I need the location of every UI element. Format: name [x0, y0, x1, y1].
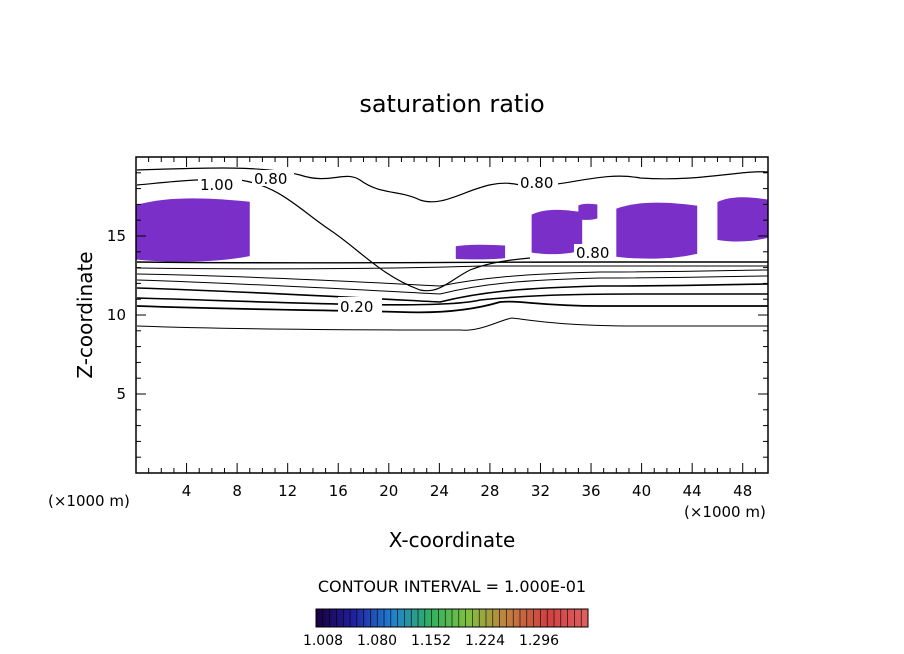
colorbar-label: 1.296 [519, 633, 559, 649]
contour-line-band-1 [136, 261, 768, 264]
contour-line-band-4 [136, 275, 769, 295]
colorbar-label: 1.224 [465, 633, 505, 649]
z-unit-label: (×1000 m) [48, 492, 130, 510]
colorbar-label: 1.080 [357, 633, 397, 649]
x-tick-label: 32 [531, 482, 550, 500]
contour-line-band-6 [136, 293, 768, 306]
colorbar-label: 1.008 [303, 633, 343, 649]
contour-line-lower [136, 317, 768, 331]
contour-label-1: 1.00 [200, 176, 233, 194]
x-axis-label: X-coordinate [389, 528, 516, 552]
fill-region-6 [578, 203, 598, 220]
fill-region-2 [455, 244, 506, 260]
contour-interval-text: CONTOUR INTERVAL = 1.000E-01 [318, 577, 586, 596]
contour-label-2: 0.80 [254, 170, 287, 188]
y-axis-label: Z-coordinate [73, 251, 97, 378]
fill-region-3 [531, 209, 583, 255]
x-tick-label: 40 [632, 482, 651, 500]
colorbar-ticks [322, 609, 582, 627]
x-tick-label: 24 [430, 482, 449, 500]
x-tick-label: 48 [733, 482, 752, 500]
y-axis-ticks [136, 172, 768, 458]
x-tick-label: 16 [329, 482, 348, 500]
x-unit-label: (×1000 m) [684, 503, 766, 521]
filled-regions [136, 197, 768, 262]
contour-line-band-5 [136, 283, 769, 303]
x-tick-label: 4 [182, 482, 192, 500]
y-tick-label: 5 [116, 385, 126, 403]
y-tick-labels: 5 10 15 [107, 227, 126, 403]
contour-label-4: 0.80 [576, 244, 609, 262]
fill-region-4 [616, 202, 698, 259]
x-tick-label: 12 [278, 482, 297, 500]
y-tick-label: 10 [107, 306, 126, 324]
x-axis-ticks [148, 157, 756, 473]
fill-region-5 [717, 197, 768, 242]
fill-region-1 [136, 198, 250, 262]
contour-lines [136, 167, 769, 331]
contour-line-band-2 [136, 265, 768, 270]
x-tick-label: 36 [581, 482, 600, 500]
y-tick-label: 15 [107, 227, 126, 245]
colorbar-label: 1.152 [411, 633, 451, 649]
x-tick-label: 28 [480, 482, 499, 500]
x-tick-labels: 4 8 12 16 20 24 28 32 36 40 44 48 [182, 482, 752, 500]
contour-label-5: 0.20 [340, 298, 373, 316]
colorbar-labels: 1.008 1.080 1.152 1.224 1.296 [303, 633, 559, 649]
x-tick-label: 20 [379, 482, 398, 500]
x-tick-label: 8 [232, 482, 242, 500]
chart-title: saturation ratio [359, 90, 544, 118]
contour-label-group: 1.00 0.80 0.80 0.80 0.20 [198, 170, 614, 316]
contour-line-0-20 [136, 300, 768, 314]
contour-line-band-3 [136, 269, 769, 287]
x-tick-label: 44 [683, 482, 702, 500]
contour-label-3: 0.80 [520, 174, 553, 192]
